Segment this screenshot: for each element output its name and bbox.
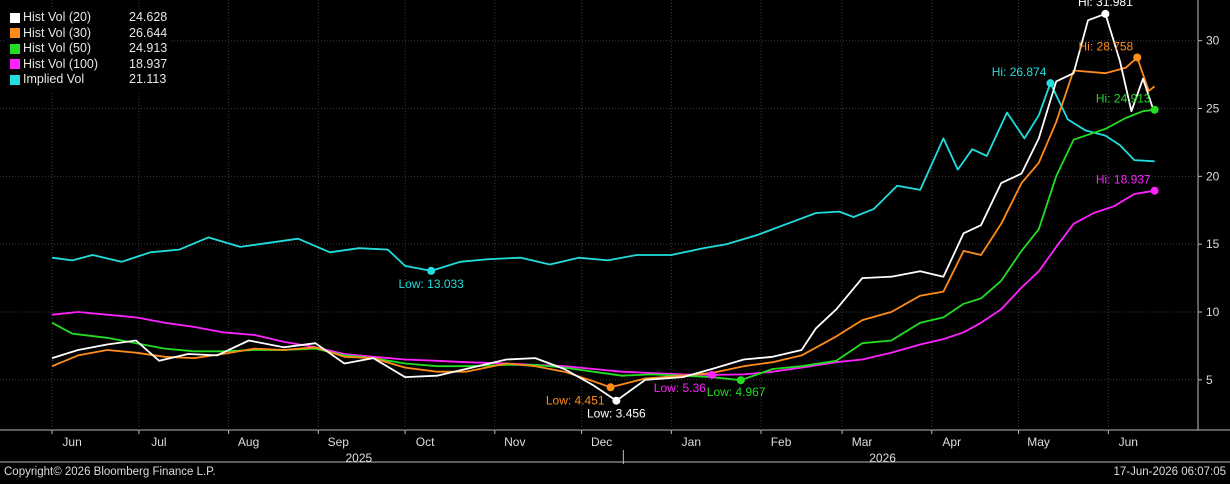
x-tick-label: May (1027, 435, 1050, 449)
y-tick-label: 25 (1206, 102, 1220, 116)
legend-series-last-value: 21.113 (129, 72, 167, 86)
extreme-marker (1150, 105, 1159, 114)
extreme-marker (427, 266, 436, 275)
legend-series-name: Implied Vol (23, 72, 85, 86)
x-tick-label: Dec (591, 435, 612, 449)
extreme-label: Low: 4.451 (546, 393, 605, 407)
legend-series-name: Hist Vol (20) (23, 10, 92, 24)
legend-series-name: Hist Vol (100) (23, 56, 99, 71)
chart-legend: Hist Vol (20) 24.628 Hist Vol (30) 26.64… (4, 8, 172, 91)
legend-series-name: Hist Vol (30) (23, 25, 92, 40)
extreme-label: Hi: 28.758 (1079, 40, 1134, 54)
series-line-hist-vol-30 (51, 56, 1156, 389)
year-label: 2026 (869, 451, 896, 465)
x-tick-label: Feb (771, 435, 792, 449)
y-tick-label: 30 (1206, 34, 1220, 48)
legend-entry-hist-vol-30[interactable]: Hist Vol (30) 26.644 (10, 26, 167, 42)
x-tick-label: Jun (1119, 435, 1138, 449)
legend-swatch (10, 12, 20, 23)
series-line-hist-vol-100 (52, 189, 1155, 376)
legend-series-name: Hist Vol (50) (23, 41, 92, 55)
y-tick-label: 20 (1206, 169, 1220, 183)
legend-swatch (10, 28, 20, 39)
x-tick-label: Nov (504, 435, 525, 449)
timestamp: 17-Jun-2026 06:07:05 (1113, 466, 1226, 478)
x-tick-label: Jan (682, 435, 701, 449)
copyright-notice: Copyright© 2026 Bloomberg Finance L.P. (4, 466, 216, 478)
x-tick-label: Sep (328, 435, 350, 449)
extreme-marker (1133, 53, 1142, 62)
legend-entry-hist-vol-50[interactable]: Hist Vol (50) 24.913 (10, 41, 167, 57)
x-tick-label: Mar (852, 435, 873, 449)
extreme-label: Hi: 24.913 (1096, 92, 1151, 106)
extreme-marker (1046, 79, 1055, 88)
legend-entry-implied-vol[interactable]: Implied Vol 21.113 (10, 72, 167, 88)
extreme-label: Hi: 18.937 (1096, 173, 1151, 187)
extreme-marker (606, 383, 615, 392)
y-tick-label: 10 (1206, 305, 1220, 319)
extreme-marker (707, 370, 716, 379)
x-tick-label: Apr (942, 435, 961, 449)
x-tick-label: Oct (416, 435, 435, 449)
legend-swatch (10, 59, 20, 70)
extreme-label: Low: 5.36 (654, 381, 706, 395)
legend-series-last-value: 26.644 (129, 25, 168, 40)
extreme-marker (1150, 186, 1159, 195)
extreme-label: Low: 4.967 (707, 385, 766, 399)
x-tick-label: Aug (238, 435, 259, 449)
extreme-label: Low: 3.456 (587, 407, 646, 421)
series-line-implied-vol (51, 82, 1155, 272)
legend-series-last-value: 24.628 (129, 10, 168, 24)
legend-entry-hist-vol-20[interactable]: Hist Vol (20) 24.628 (10, 10, 167, 26)
extreme-label: Low: 13.033 (398, 277, 464, 291)
legend-swatch (10, 74, 20, 85)
legend-swatch (10, 43, 20, 54)
extreme-marker (736, 376, 745, 385)
extreme-marker (1101, 9, 1110, 18)
y-tick-label: 15 (1206, 237, 1220, 251)
x-tick-label: Jul (151, 435, 166, 449)
extreme-marker (612, 396, 621, 405)
extreme-label: Hi: 31.981 (1078, 0, 1133, 9)
series-line-hist-vol-20 (51, 12, 1156, 402)
x-tick-label: Jun (62, 435, 81, 449)
legend-series-last-value: 18.937 (129, 56, 168, 71)
legend-entry-hist-vol-100[interactable]: Hist Vol (100) 18.937 (10, 57, 167, 73)
year-label: 2025 (345, 451, 372, 465)
legend-series-last-value: 24.913 (129, 41, 168, 55)
extreme-label: Hi: 26.874 (992, 65, 1047, 79)
y-tick-label: 5 (1206, 373, 1213, 387)
